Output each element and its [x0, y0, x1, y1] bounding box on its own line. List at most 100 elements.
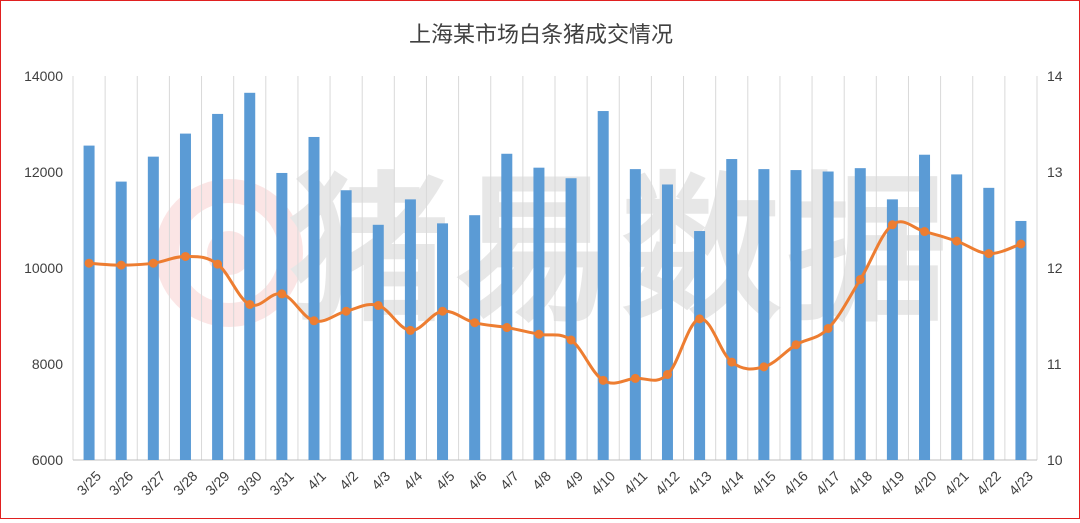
line-point: [341, 306, 351, 316]
bar: [179, 133, 191, 460]
line-point: [920, 227, 930, 237]
bar: [758, 169, 770, 460]
x-tick-label: 3/29: [202, 468, 233, 499]
line-point: [116, 260, 126, 270]
line-point: [470, 318, 480, 328]
line-point: [855, 275, 865, 285]
bar: [694, 231, 706, 460]
x-tick-label: 3/27: [138, 468, 169, 499]
line-point: [309, 316, 319, 326]
x-tick-label: 4/14: [716, 468, 747, 499]
bar: [661, 184, 673, 461]
x-tick-label: 4/18: [845, 468, 876, 499]
line-point: [148, 258, 158, 268]
y-left-tick-label: 8000: [32, 356, 63, 372]
watermark: 猪易数据: [155, 157, 953, 344]
line-point: [759, 362, 769, 372]
x-tick-label: 4/9: [561, 468, 586, 493]
y-right-tick-label: 10: [1047, 452, 1063, 468]
bar: [629, 169, 641, 460]
bar: [147, 156, 159, 460]
y-left-tick-label: 6000: [32, 452, 63, 468]
line-point: [1016, 239, 1026, 249]
bar: [597, 111, 609, 460]
line-point: [952, 236, 962, 246]
line-point: [245, 299, 255, 309]
bar: [501, 153, 513, 460]
line-point: [277, 289, 287, 299]
line-point: [727, 357, 737, 367]
x-tick-label: 3/28: [170, 468, 201, 499]
x-tick-label: 4/19: [877, 468, 908, 499]
line-point: [887, 220, 897, 230]
x-tick-label: 4/17: [813, 468, 844, 499]
x-tick-label: 4/1: [304, 468, 329, 493]
bar: [886, 199, 898, 461]
x-tick-label: 3/25: [74, 468, 105, 499]
x-tick-label: 4/5: [433, 468, 458, 493]
line-point: [373, 300, 383, 310]
bar: [983, 187, 995, 460]
x-tick-label: 4/23: [1005, 468, 1036, 499]
bar: [308, 136, 320, 460]
bar: [212, 113, 224, 461]
line-point: [984, 249, 994, 259]
x-tick-label: 4/2: [336, 468, 361, 493]
x-tick-label: 4/12: [652, 468, 683, 499]
bar: [951, 174, 963, 460]
x-tick-label: 4/3: [368, 468, 393, 493]
bar: [919, 154, 931, 460]
bar: [83, 145, 95, 460]
bar: [340, 190, 352, 461]
bar: [726, 159, 738, 461]
y-left-tick-label: 12000: [24, 164, 63, 180]
line-point: [502, 323, 512, 333]
line-point: [630, 373, 640, 383]
line-point: [213, 259, 223, 269]
x-tick-label: 4/11: [621, 468, 651, 498]
x-tick-label: 4/15: [748, 468, 779, 499]
y-left-tick-label: 14000: [24, 68, 63, 84]
bar: [372, 224, 384, 460]
x-tick-label: 4/7: [497, 468, 522, 493]
y-right-tick-label: 14: [1047, 68, 1063, 84]
watermark-text: 猪易数据: [289, 157, 953, 344]
x-tick-label: 4/13: [684, 468, 715, 499]
line-point: [598, 375, 608, 385]
x-tick-label: 4/22: [973, 468, 1004, 499]
bar: [822, 171, 834, 460]
y-right-tick-label: 12: [1047, 260, 1063, 276]
bar: [790, 170, 802, 460]
bar: [854, 168, 866, 460]
x-tick-label: 3/31: [266, 468, 297, 499]
x-tick-label: 4/21: [941, 468, 972, 499]
y-left-tick-label: 10000: [24, 260, 63, 276]
y-right-tick-label: 13: [1047, 164, 1063, 180]
line-point: [695, 314, 705, 324]
line-point: [791, 340, 801, 350]
bar: [244, 92, 256, 461]
x-tick-label: 4/10: [588, 468, 619, 499]
x-tick-label: 4/8: [529, 468, 554, 493]
x-tick-label: 3/30: [234, 468, 265, 499]
line-point: [180, 251, 190, 261]
bar: [276, 172, 288, 460]
line-point: [405, 325, 415, 335]
bar: [437, 223, 449, 460]
bar: [469, 215, 481, 460]
y-right-tick-label: 11: [1047, 356, 1062, 372]
line-point: [566, 335, 576, 345]
bar: [533, 167, 545, 460]
line-point: [438, 306, 448, 316]
line-point: [534, 329, 544, 339]
bar: [565, 178, 577, 461]
x-tick-label: 4/4: [400, 468, 425, 493]
x-tick-label: 4/16: [780, 468, 811, 499]
bar: [115, 181, 127, 460]
x-tick-label: 4/20: [909, 468, 940, 499]
x-tick-label: 4/6: [465, 468, 490, 493]
line-point: [84, 258, 94, 268]
chart-title: 上海某市场白条猪成交情况: [408, 23, 673, 48]
